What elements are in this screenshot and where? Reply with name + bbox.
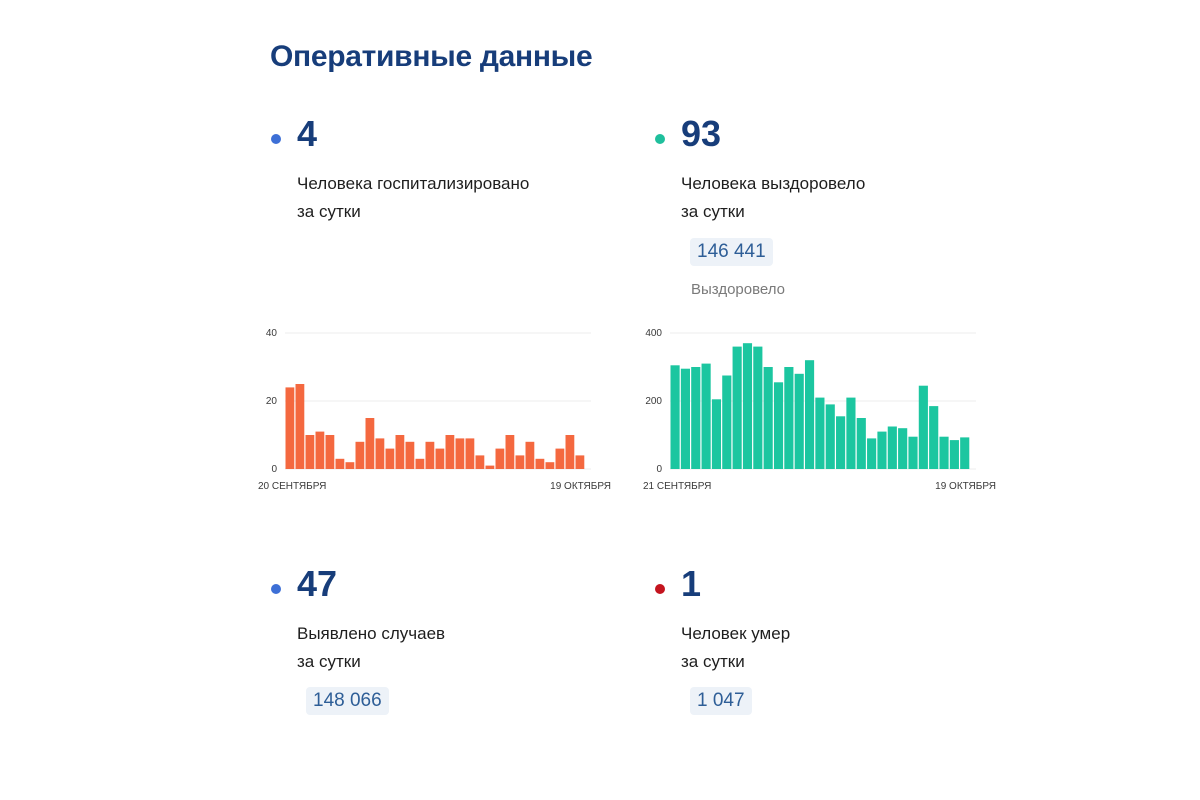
bar <box>505 435 515 469</box>
bar <box>908 436 918 469</box>
cases-value: 47 <box>297 563 338 604</box>
bar <box>939 436 949 469</box>
bar <box>742 343 753 469</box>
bar <box>846 397 856 469</box>
bar <box>794 373 804 469</box>
deaths-dot <box>655 584 665 594</box>
y-tick-label: 400 <box>645 328 662 339</box>
hospitalized-description: Человека госпитализировано за сутки <box>297 170 617 226</box>
bar <box>887 426 897 469</box>
recovered-dot <box>655 134 665 144</box>
bar <box>375 438 385 469</box>
cases-desc-line2: за сутки <box>297 652 361 671</box>
hospitalized-bar-chart: 0 20 40 20 СЕНТЯБРЯ 19 ОКТЯБРЯ <box>258 328 611 492</box>
bar <box>784 367 794 469</box>
bar <box>435 448 445 469</box>
x-start-label: 21 СЕНТЯБРЯ <box>643 481 711 492</box>
bar <box>815 397 825 469</box>
bar <box>763 367 773 469</box>
bar <box>485 465 495 469</box>
bar <box>385 448 395 469</box>
bar <box>315 431 325 469</box>
page-title: Оперативные данные <box>270 40 593 73</box>
bar <box>753 346 763 469</box>
bar <box>365 418 375 469</box>
recovered-value: 93 <box>681 113 722 154</box>
bar <box>804 360 815 469</box>
recovered-desc-line1: Человека выздоровело <box>681 174 866 193</box>
cases-desc-line1: Выявлено случаев <box>297 624 446 643</box>
bar <box>465 438 475 469</box>
bar <box>475 455 485 469</box>
bar <box>575 455 585 469</box>
bar <box>722 375 732 469</box>
bar <box>355 441 365 469</box>
bar <box>395 435 405 469</box>
cases-description: Выявлено случаев за сутки <box>297 620 617 676</box>
cases-dot <box>271 584 281 594</box>
bar <box>773 382 784 469</box>
deaths-value: 1 <box>681 563 702 604</box>
bar <box>495 448 505 469</box>
y-tick-label: 20 <box>266 396 278 407</box>
recovered-desc-line2: за сутки <box>681 202 745 221</box>
bar <box>425 441 435 469</box>
bar <box>949 440 959 469</box>
bar <box>701 363 711 469</box>
x-end-label: 19 ОКТЯБРЯ <box>935 481 996 492</box>
bar <box>918 385 928 469</box>
bar <box>295 384 305 469</box>
bar <box>836 416 846 469</box>
hospitalized-dot <box>271 134 281 144</box>
bar <box>285 387 295 469</box>
bar <box>929 406 939 469</box>
deaths-desc-line1: Человек умер <box>681 624 791 643</box>
bar <box>305 435 315 469</box>
bar <box>455 438 465 469</box>
bar <box>415 458 425 469</box>
hospitalized-desc-line2: за сутки <box>297 202 361 221</box>
bar <box>325 435 335 469</box>
bar <box>867 438 877 469</box>
recovered-bar-chart: 0 200 400 21 СЕНТЯБРЯ 19 ОКТЯБРЯ <box>643 328 996 492</box>
hospitalized-value: 4 <box>297 113 318 154</box>
bar <box>445 435 455 469</box>
y-tick-label: 0 <box>271 464 277 475</box>
bar <box>670 365 680 469</box>
bar <box>345 462 355 469</box>
bar <box>535 458 545 469</box>
deaths-desc-line2: за сутки <box>681 652 745 671</box>
hospitalized-desc-line1: Человека госпитализировано <box>297 174 530 193</box>
deaths-description: Человек умер за сутки <box>681 620 1001 676</box>
recovered-description: Человека выздоровело за сутки <box>681 170 1001 226</box>
y-tick-label: 200 <box>645 396 662 407</box>
bar <box>525 441 535 469</box>
bar <box>515 455 525 469</box>
x-start-label: 20 СЕНТЯБРЯ <box>258 481 326 492</box>
recovered-total-label: Выздоровело <box>691 281 786 298</box>
bar <box>825 404 835 469</box>
deaths-total-badge: 1 047 <box>690 687 752 715</box>
bar <box>335 458 345 469</box>
bar <box>898 428 908 469</box>
x-end-label: 19 ОКТЯБРЯ <box>550 481 611 492</box>
bar <box>555 448 565 469</box>
bar <box>565 435 575 469</box>
recovered-total-badge: 146 441 <box>690 238 773 266</box>
bar <box>545 462 555 469</box>
bar <box>405 441 415 469</box>
bar <box>856 418 866 469</box>
bar <box>691 367 701 469</box>
bar <box>877 431 887 469</box>
bar <box>732 346 742 469</box>
bar <box>711 399 722 469</box>
bar <box>680 368 690 469</box>
y-tick-label: 0 <box>656 464 662 475</box>
bar <box>960 437 970 469</box>
y-tick-label: 40 <box>266 328 278 339</box>
cases-total-badge: 148 066 <box>306 687 389 715</box>
